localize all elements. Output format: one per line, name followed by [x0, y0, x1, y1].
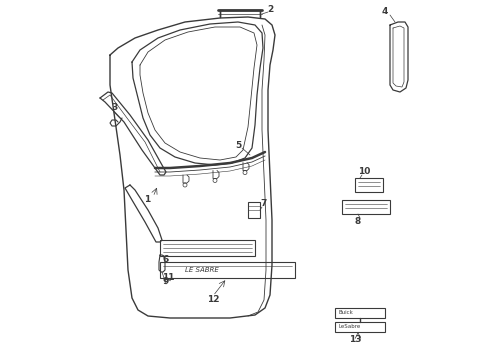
- Text: 8: 8: [355, 217, 361, 226]
- Text: 3: 3: [111, 104, 117, 112]
- Bar: [160, 240, 255, 256]
- Text: 11: 11: [162, 274, 174, 283]
- Text: LE SABRE: LE SABRE: [185, 267, 219, 273]
- Bar: [335, 322, 385, 332]
- Bar: [355, 178, 383, 192]
- Text: 13: 13: [349, 336, 361, 345]
- Bar: [248, 202, 260, 218]
- Text: 9: 9: [162, 278, 169, 287]
- Bar: [335, 308, 385, 318]
- Text: 12: 12: [207, 296, 219, 305]
- Text: 6: 6: [162, 256, 168, 265]
- Text: 1: 1: [144, 195, 150, 204]
- Text: Buick: Buick: [338, 310, 353, 315]
- Text: 2: 2: [267, 4, 273, 13]
- Text: LeSabre: LeSabre: [338, 324, 360, 329]
- Bar: [342, 200, 390, 214]
- Text: 7: 7: [260, 198, 267, 207]
- Bar: [160, 262, 295, 278]
- Text: 5: 5: [235, 140, 241, 149]
- Text: 4: 4: [382, 8, 388, 17]
- Text: 10: 10: [358, 167, 370, 176]
